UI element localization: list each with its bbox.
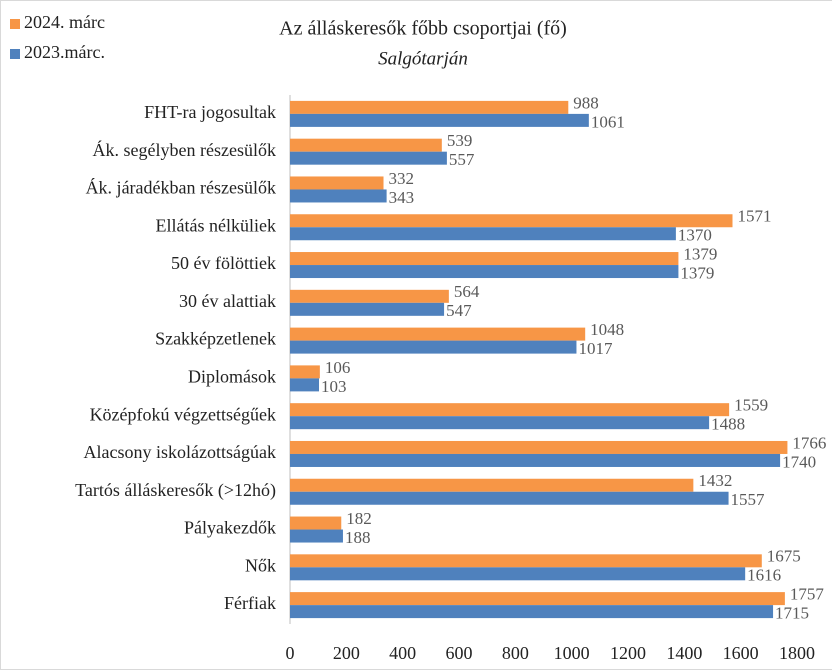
bar	[290, 491, 729, 505]
bar	[290, 605, 774, 619]
bar	[290, 516, 342, 530]
value-label: 343	[389, 188, 415, 207]
value-label: 103	[321, 377, 347, 396]
value-label: 182	[346, 509, 372, 528]
value-label: 1740	[782, 452, 816, 471]
value-label: 1557	[731, 490, 766, 509]
bar	[290, 327, 586, 341]
value-label: 1766	[792, 433, 826, 452]
y-tick-label: Ellátás nélküliek	[156, 215, 276, 235]
y-tick-label: Férfiak	[224, 593, 276, 613]
y-tick-label: Szakképzetlenek	[155, 329, 276, 349]
bar	[290, 151, 447, 165]
y-tick-label: Pályakezdők	[184, 518, 276, 538]
legend-swatch	[10, 49, 20, 59]
value-label: 1017	[578, 339, 613, 358]
y-tick-label: Alacsony iskolázottságúak	[84, 442, 276, 462]
bar	[290, 214, 733, 228]
x-tick-label: 1800	[779, 643, 815, 663]
value-label: 332	[389, 169, 415, 188]
y-tick-label: 30 év alattiak	[179, 291, 276, 311]
value-label: 557	[449, 150, 475, 169]
x-tick-label: 1600	[723, 643, 759, 663]
x-tick-label: 200	[333, 643, 360, 663]
bar	[290, 227, 676, 241]
bar	[290, 403, 730, 417]
bar	[290, 176, 384, 190]
bar	[290, 440, 788, 454]
x-tick-label: 0	[286, 643, 295, 663]
value-label: 1571	[737, 207, 771, 226]
bar	[290, 289, 449, 303]
value-label: 1379	[680, 263, 714, 282]
x-tick-label: 400	[389, 643, 416, 663]
y-tick-label: Ák. segélyben részesülők	[93, 139, 276, 160]
value-label: 1559	[734, 396, 768, 415]
bar	[290, 365, 320, 379]
bar	[290, 189, 387, 203]
x-tick-label: 800	[502, 643, 529, 663]
value-label: 1715	[775, 604, 809, 623]
x-tick-label: 1200	[610, 643, 646, 663]
bar	[290, 453, 781, 467]
value-label: 1048	[590, 320, 624, 339]
bar	[290, 529, 343, 543]
y-tick-label: Ák. járadékban részesülők	[86, 177, 276, 198]
value-label: 1488	[711, 415, 745, 434]
value-label: 188	[345, 528, 371, 547]
bar	[290, 340, 577, 354]
value-label: 564	[454, 282, 480, 301]
chart-subtitle: Salgótarján	[378, 48, 468, 69]
value-label: 106	[325, 358, 351, 377]
legend-label: 2024. márc	[24, 12, 105, 32]
y-tick-label: Nők	[245, 555, 276, 575]
value-label: 1379	[683, 244, 717, 263]
value-label: 1616	[747, 566, 781, 585]
bar	[290, 592, 785, 606]
bar	[290, 252, 679, 266]
value-label: 547	[446, 301, 472, 320]
value-label: 988	[573, 93, 599, 112]
value-label: 1370	[678, 226, 712, 245]
legend-swatch	[10, 19, 20, 29]
y-tick-label: Diplomások	[188, 367, 276, 387]
y-tick-label: Tartós álláskeresők (>12hó)	[75, 480, 276, 501]
bar	[290, 138, 442, 152]
x-tick-label: 600	[446, 643, 473, 663]
y-tick-label: Középfokú végzettségűek	[90, 404, 276, 424]
bar	[290, 567, 746, 581]
bar	[290, 302, 445, 316]
y-tick-label: 50 év fölöttiek	[171, 253, 276, 273]
bar	[290, 416, 710, 430]
bar	[290, 478, 694, 492]
chart-title: Az álláskeresők főbb csoportjai (fő)	[279, 18, 567, 40]
value-label: 1432	[698, 471, 732, 490]
value-label: 1061	[591, 112, 625, 131]
bar	[290, 100, 569, 114]
value-label: 1757	[790, 585, 825, 604]
y-tick-label: FHT-ra jogosultak	[144, 102, 276, 122]
x-tick-label: 1000	[554, 643, 590, 663]
bar	[290, 378, 320, 392]
value-label: 1675	[767, 547, 801, 566]
legend-label: 2023.márc.	[24, 42, 105, 62]
x-tick-label: 1400	[666, 643, 702, 663]
bar	[290, 265, 679, 279]
value-label: 539	[447, 131, 473, 150]
bar	[290, 554, 762, 568]
bar	[290, 113, 589, 127]
